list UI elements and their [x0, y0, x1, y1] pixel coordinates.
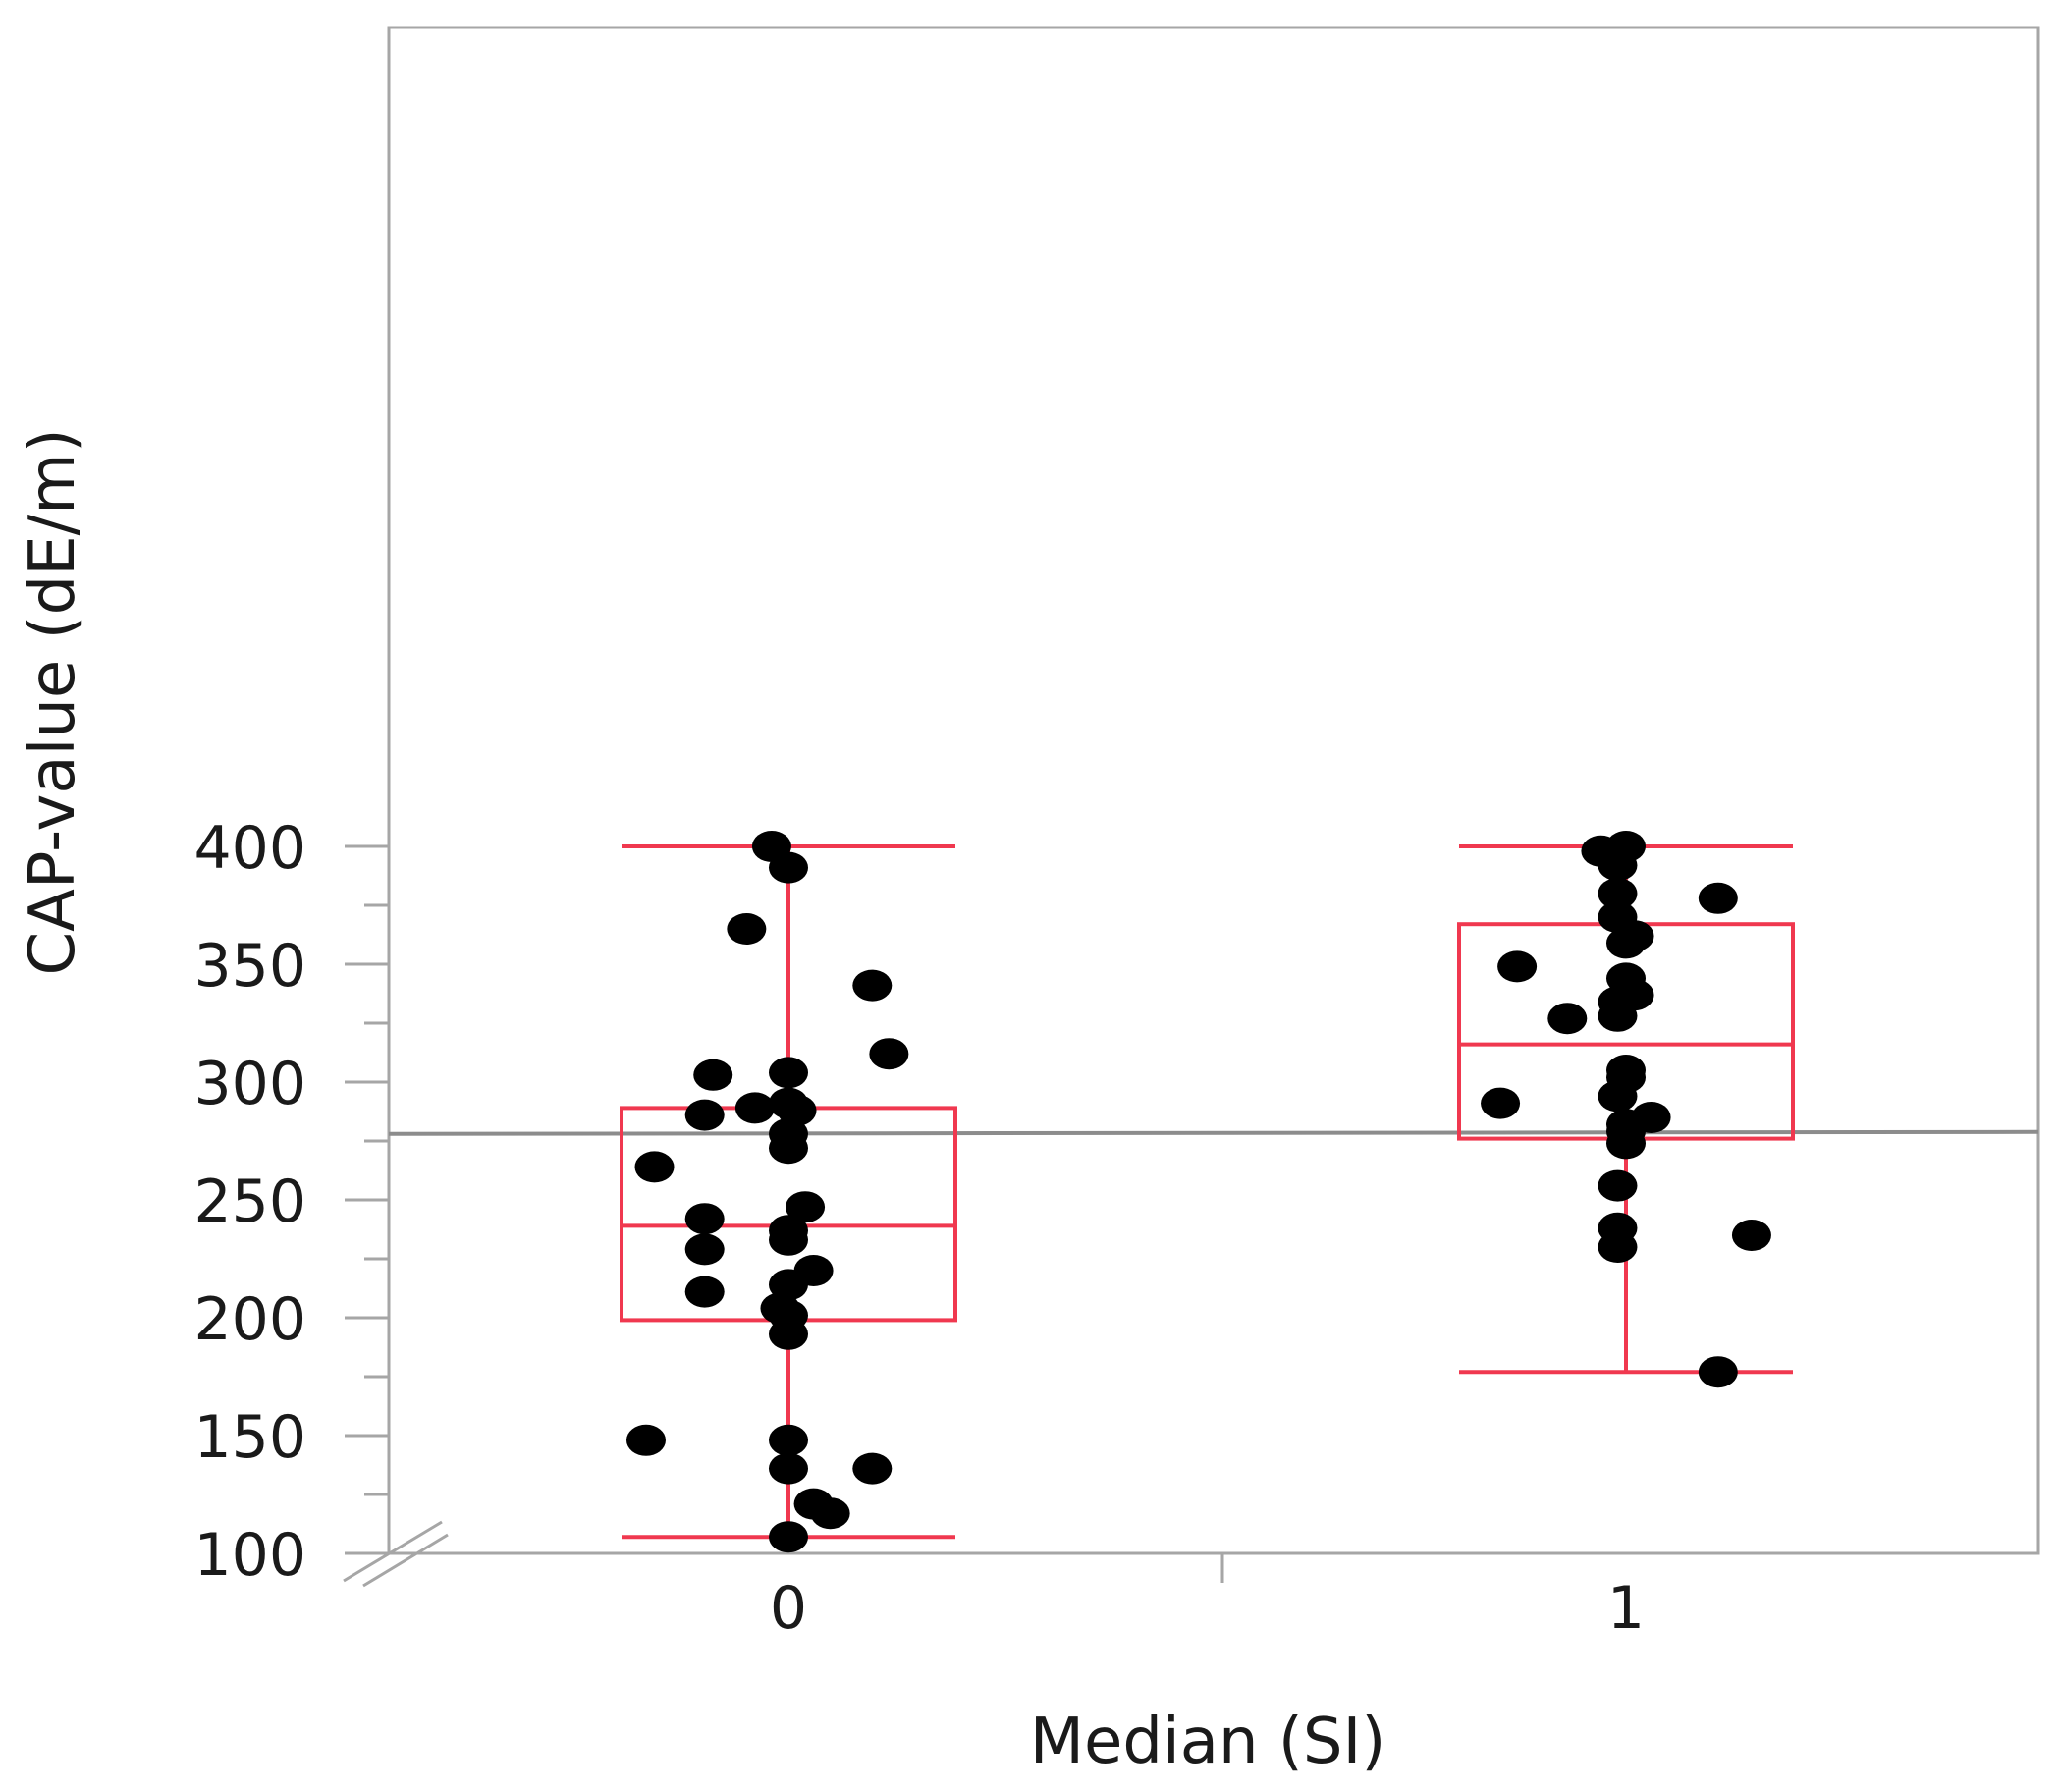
data-point — [1698, 882, 1738, 914]
data-point — [1598, 1231, 1638, 1263]
data-point — [786, 1191, 826, 1223]
data-point — [1598, 849, 1638, 882]
data-point — [1731, 1220, 1771, 1251]
data-point — [869, 1038, 909, 1070]
y-axis-title: CAP-value (dE/m) — [17, 428, 89, 975]
data-point — [769, 851, 808, 884]
data-point — [852, 1452, 893, 1485]
data-point — [625, 1424, 666, 1456]
data-point — [634, 1151, 675, 1183]
data-point — [810, 1497, 850, 1530]
data-point — [1598, 1169, 1638, 1202]
data-point — [684, 1233, 725, 1266]
data-point — [684, 1276, 725, 1308]
y-tick-label: 250 — [193, 1168, 306, 1236]
data-points — [625, 831, 1771, 1553]
axis-break-mark — [362, 1533, 449, 1588]
data-point — [769, 1223, 808, 1256]
data-point — [769, 1424, 808, 1456]
data-point — [1547, 1003, 1588, 1035]
data-point — [769, 1132, 808, 1165]
data-point — [734, 1092, 775, 1124]
axis-break-mark — [343, 1520, 443, 1583]
data-point — [693, 1059, 733, 1091]
reference-line-group — [388, 1129, 2039, 1136]
y-tick-label: 200 — [193, 1285, 306, 1354]
data-point — [777, 1094, 817, 1126]
data-point — [769, 1521, 808, 1553]
data-point — [684, 1099, 725, 1131]
reference-line — [388, 1129, 2039, 1136]
data-point — [727, 913, 767, 945]
y-tick-label: 300 — [193, 1050, 306, 1118]
data-point — [769, 1057, 808, 1089]
y-tick-label: 350 — [193, 932, 306, 1001]
data-point — [1606, 927, 1646, 959]
axes: 100 150 200 250 300 350 400 0 1 — [193, 814, 1645, 1643]
data-point — [684, 1203, 725, 1235]
x-axis-title: Median (SI) — [1030, 1706, 1386, 1778]
x-tick-label: 0 — [770, 1574, 807, 1643]
plot-frame — [343, 26, 2040, 1588]
y-tick-label: 400 — [193, 814, 306, 883]
data-point — [1698, 1356, 1738, 1388]
data-point — [1598, 1000, 1638, 1032]
data-point — [1497, 950, 1538, 983]
data-point — [1598, 1080, 1638, 1113]
x-tick-label: 1 — [1607, 1574, 1645, 1643]
plot-border — [387, 26, 2040, 1555]
y-tick-label: 150 — [193, 1403, 306, 1472]
data-point — [769, 1452, 808, 1485]
data-point — [769, 1318, 808, 1350]
y-tick-label: 100 — [193, 1521, 306, 1590]
data-point — [769, 1269, 808, 1301]
data-point — [1598, 878, 1638, 909]
data-point — [852, 969, 893, 1002]
data-point — [1481, 1087, 1521, 1119]
data-point — [1606, 1127, 1646, 1160]
